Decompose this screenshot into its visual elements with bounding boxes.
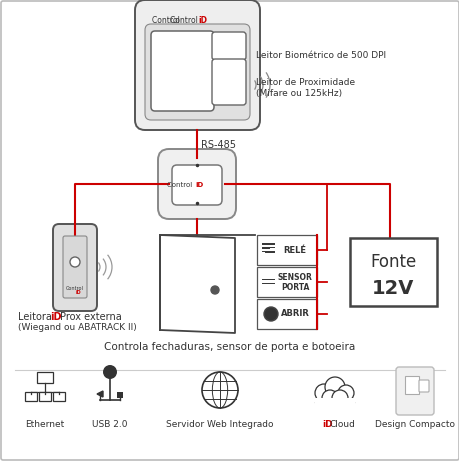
Text: RS-485: RS-485 (201, 140, 235, 150)
FancyBboxPatch shape (151, 31, 213, 111)
FancyBboxPatch shape (257, 235, 316, 265)
Text: Design Compacto: Design Compacto (374, 420, 454, 429)
FancyBboxPatch shape (157, 149, 235, 219)
Text: Control: Control (151, 16, 182, 24)
Text: Leitor de Proximidade: Leitor de Proximidade (256, 77, 354, 87)
Circle shape (103, 365, 117, 379)
Circle shape (263, 307, 277, 321)
Text: Control: Control (167, 182, 195, 188)
Text: iD: iD (50, 312, 62, 322)
FancyBboxPatch shape (418, 380, 428, 392)
FancyBboxPatch shape (37, 372, 53, 383)
Circle shape (321, 390, 337, 406)
FancyBboxPatch shape (172, 165, 222, 205)
FancyBboxPatch shape (212, 32, 246, 60)
Circle shape (211, 286, 218, 294)
FancyBboxPatch shape (63, 236, 87, 298)
Text: RELÉ: RELÉ (283, 246, 306, 254)
Text: SENSOR: SENSOR (277, 272, 312, 282)
Text: Cloud: Cloud (329, 420, 355, 429)
Text: PORTA: PORTA (280, 283, 308, 291)
FancyBboxPatch shape (53, 392, 65, 401)
Text: iD: iD (75, 290, 81, 296)
Text: ABRIR: ABRIR (280, 309, 309, 319)
Text: iD: iD (195, 182, 203, 188)
Text: 12V: 12V (371, 278, 414, 297)
FancyBboxPatch shape (212, 59, 246, 105)
FancyBboxPatch shape (117, 392, 123, 398)
FancyBboxPatch shape (145, 24, 249, 120)
Text: USB 2.0: USB 2.0 (92, 420, 128, 429)
Circle shape (325, 377, 344, 397)
Text: iD: iD (198, 16, 207, 24)
FancyBboxPatch shape (39, 392, 51, 401)
Text: Control: Control (169, 16, 200, 24)
Polygon shape (97, 391, 103, 397)
Text: Prox externa: Prox externa (60, 312, 122, 322)
Text: Servidor Web Integrado: Servidor Web Integrado (166, 420, 273, 429)
Circle shape (314, 384, 332, 402)
Text: Leitora: Leitora (18, 312, 55, 322)
FancyBboxPatch shape (134, 0, 259, 130)
Text: Fonte: Fonte (369, 253, 416, 271)
FancyBboxPatch shape (53, 224, 97, 311)
Text: (Wiegand ou ABATRACK II): (Wiegand ou ABATRACK II) (18, 323, 136, 332)
Text: Leitor Biométrico de 500 DPI: Leitor Biométrico de 500 DPI (256, 51, 385, 59)
Circle shape (337, 385, 353, 401)
Text: (Mifare ou 125kHz): (Mifare ou 125kHz) (256, 89, 341, 97)
FancyBboxPatch shape (257, 299, 316, 329)
FancyBboxPatch shape (349, 238, 436, 306)
FancyBboxPatch shape (257, 267, 316, 297)
FancyBboxPatch shape (404, 376, 418, 394)
Circle shape (70, 257, 80, 267)
Circle shape (202, 372, 237, 408)
Text: iD: iD (321, 420, 332, 429)
Circle shape (331, 390, 347, 406)
Polygon shape (160, 235, 235, 333)
FancyBboxPatch shape (25, 392, 37, 401)
FancyBboxPatch shape (314, 398, 354, 412)
Text: Ethernet: Ethernet (25, 420, 64, 429)
FancyBboxPatch shape (395, 367, 433, 415)
Text: Control: Control (66, 285, 84, 290)
Text: Controla fechaduras, sensor de porta e botoeira: Controla fechaduras, sensor de porta e b… (104, 342, 355, 352)
